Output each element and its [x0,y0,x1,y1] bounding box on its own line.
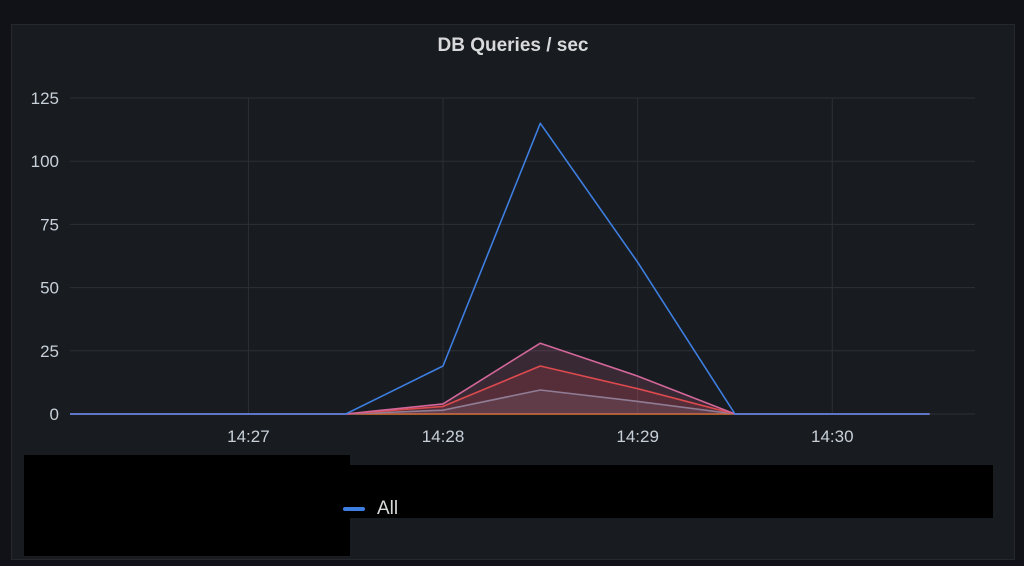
series-area [70,343,930,414]
x-tick-label: 14:27 [227,427,270,446]
redacted-block-left [24,455,350,556]
x-tick-label: 14:30 [811,427,854,446]
x-tick-label: 14:28 [422,427,465,446]
y-tick-label: 25 [40,342,59,361]
y-tick-label: 125 [31,89,59,108]
legend-item-all[interactable]: All [343,498,398,520]
legend-label: All [377,498,399,519]
x-tick-label: 14:29 [616,427,659,446]
redacted-block-right [350,465,993,518]
series-line [70,122,930,415]
y-tick-label: 100 [31,152,59,171]
y-tick-label: 50 [40,279,59,298]
y-tick-label: 0 [50,405,59,424]
series-area [70,366,930,414]
legend-swatch-icon [343,507,365,511]
y-tick-label: 75 [40,215,59,234]
panel-title[interactable]: DB Queries / sec [437,35,589,56]
series-area [70,390,930,414]
